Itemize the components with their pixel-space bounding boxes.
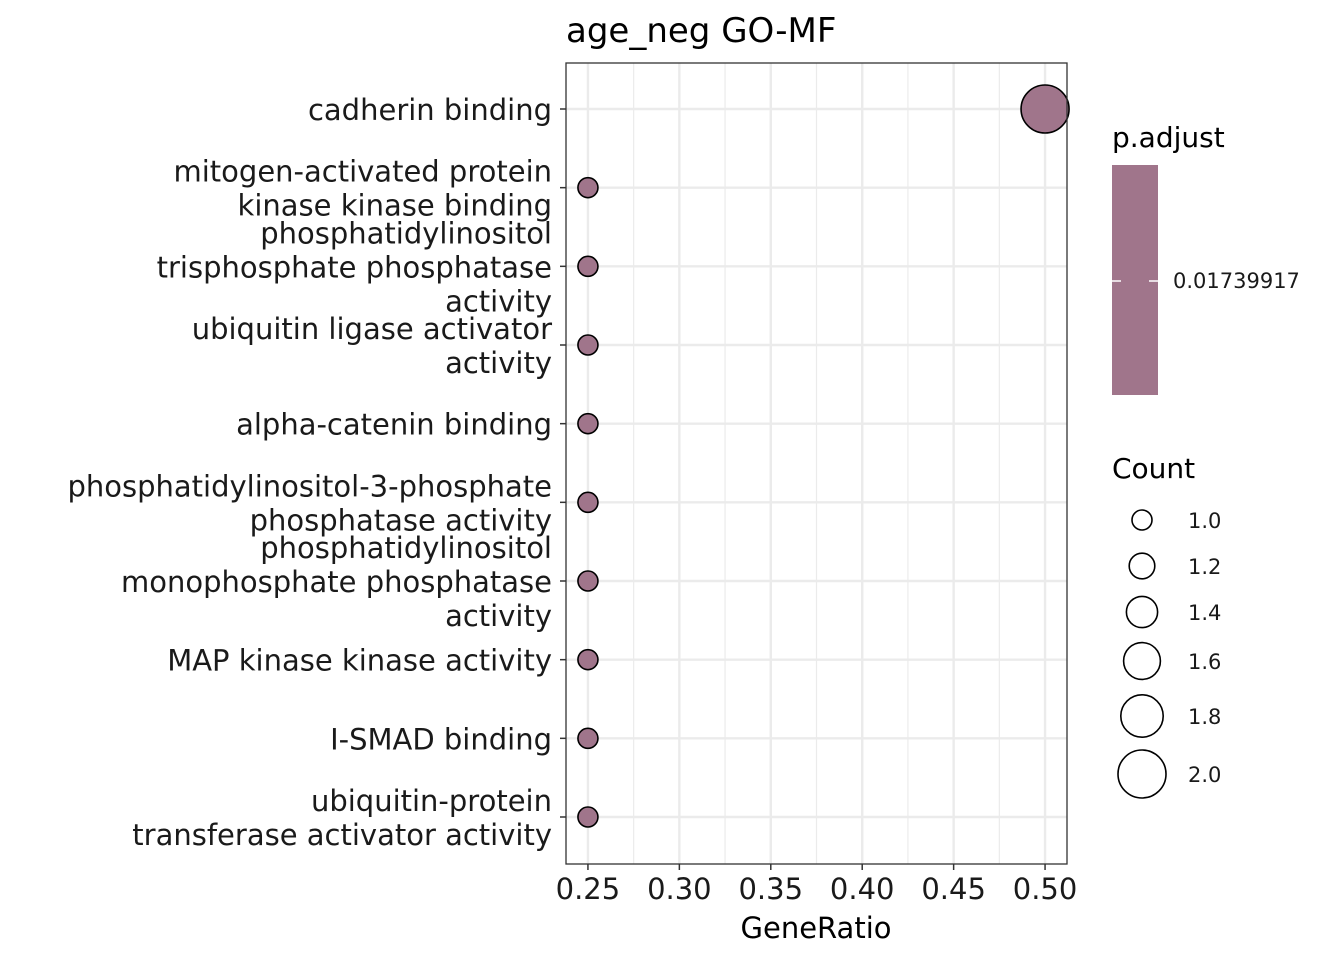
x-tick-label: 0.40	[830, 872, 895, 906]
y-tick-label: I-SMAD binding	[330, 722, 552, 756]
legend-count-circle	[1117, 749, 1167, 799]
y-tick-label: alpha-catenin binding	[236, 408, 552, 442]
x-tick-label: 0.30	[647, 872, 712, 906]
data-point	[577, 412, 599, 435]
legend-count-keys: 1.0 1.2 1.4 1.6 1.8 2.0	[1117, 509, 1221, 799]
data-point	[577, 176, 599, 199]
data-point	[577, 806, 599, 828]
x-axis-title: GeneRatio	[741, 911, 892, 945]
data-point	[577, 491, 599, 514]
minor-gridlines	[633, 63, 1000, 864]
x-tick-label: 0.50	[1013, 872, 1078, 906]
major-gridlines	[566, 63, 1067, 864]
legend-count-label: 1.8	[1188, 705, 1221, 729]
colorbar-label: 0.01739917	[1173, 269, 1300, 293]
legend-p-adjust: p.adjust 0.01739917	[1112, 121, 1300, 395]
chart-title: age_neg GO-MF	[566, 11, 836, 51]
x-axis: 0.25 0.30 0.35 0.40 0.45 0.50	[556, 864, 1078, 906]
legend-p-adjust-title: p.adjust	[1112, 121, 1225, 154]
data-point	[1020, 84, 1070, 134]
legend-count-label: 1.6	[1188, 650, 1221, 674]
y-tick-label: phosphatidylinositol-3-phosphate phosphat…	[67, 469, 552, 537]
legend-count-label: 1.2	[1188, 555, 1221, 579]
data-point	[577, 648, 599, 671]
legend-count: Count 1.0 1.2 1.4 1.6 1.8 2.0	[1112, 452, 1221, 799]
legend-count-circle	[1122, 641, 1162, 681]
legend-count-circle	[1128, 552, 1156, 580]
y-tick-label: phosphatidylinositol trisphosphate phosph…	[157, 216, 552, 318]
legend-count-label: 1.4	[1188, 601, 1221, 625]
legend-count-circle	[1125, 595, 1159, 629]
plot-border	[565, 62, 1068, 865]
legend-count-label: 2.0	[1188, 763, 1221, 787]
x-tick-label: 0.35	[738, 872, 803, 906]
y-tick-label: ubiquitin-protein transferase activator a…	[132, 784, 552, 852]
y-tick-label: MAP kinase kinase activity	[167, 644, 552, 678]
legend-count-circle	[1120, 693, 1165, 738]
y-axis: cadherin binding mitogen-activated protei…	[67, 93, 566, 852]
data-point	[577, 334, 599, 356]
legend-count-title: Count	[1112, 452, 1195, 485]
data-points	[577, 84, 1070, 828]
x-tick-label: 0.45	[921, 872, 986, 906]
legend-count-label: 1.0	[1188, 509, 1221, 533]
y-tick-label: cadherin binding	[308, 93, 552, 127]
colorbar	[1112, 165, 1158, 395]
y-tick-label: phosphatidylinositol monophosphate phosph…	[121, 531, 552, 633]
data-point	[577, 255, 599, 278]
x-tick-label: 0.25	[556, 872, 621, 906]
data-point	[577, 570, 599, 592]
y-tick-label: mitogen-activated protein kinase kinase b…	[173, 155, 552, 223]
y-tick-label: ubiquitin ligase activator activity	[192, 312, 552, 380]
data-point	[577, 727, 599, 750]
legend-count-circle	[1131, 509, 1153, 531]
